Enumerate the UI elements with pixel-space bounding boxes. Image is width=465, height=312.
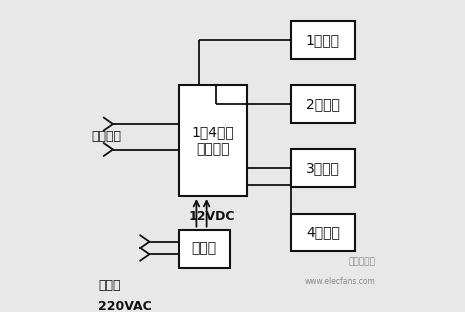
Text: www.elecfans.com: www.elecfans.com (305, 277, 375, 286)
Bar (179, 230, 230, 267)
Bar (291, 21, 355, 59)
Text: 220VAC: 220VAC (99, 300, 152, 312)
Text: 1通4电分
机连接器: 1通4电分 机连接器 (192, 125, 234, 156)
Text: 2＃分机: 2＃分机 (306, 97, 340, 111)
Bar (291, 214, 355, 251)
Text: 接电话线: 接电话线 (91, 130, 121, 143)
Text: 接电源: 接电源 (99, 279, 121, 292)
Text: 1＃分机: 1＃分机 (306, 33, 340, 47)
Bar (179, 85, 247, 196)
Text: 12VDC: 12VDC (189, 210, 235, 223)
Text: 3＃分机: 3＃分机 (306, 161, 340, 175)
Bar (291, 149, 355, 187)
Text: 电子发烧友: 电子发烧友 (348, 257, 375, 266)
Bar (291, 85, 355, 123)
Text: 4＃分机: 4＃分机 (306, 226, 340, 240)
Text: 变压器: 变压器 (192, 241, 217, 256)
